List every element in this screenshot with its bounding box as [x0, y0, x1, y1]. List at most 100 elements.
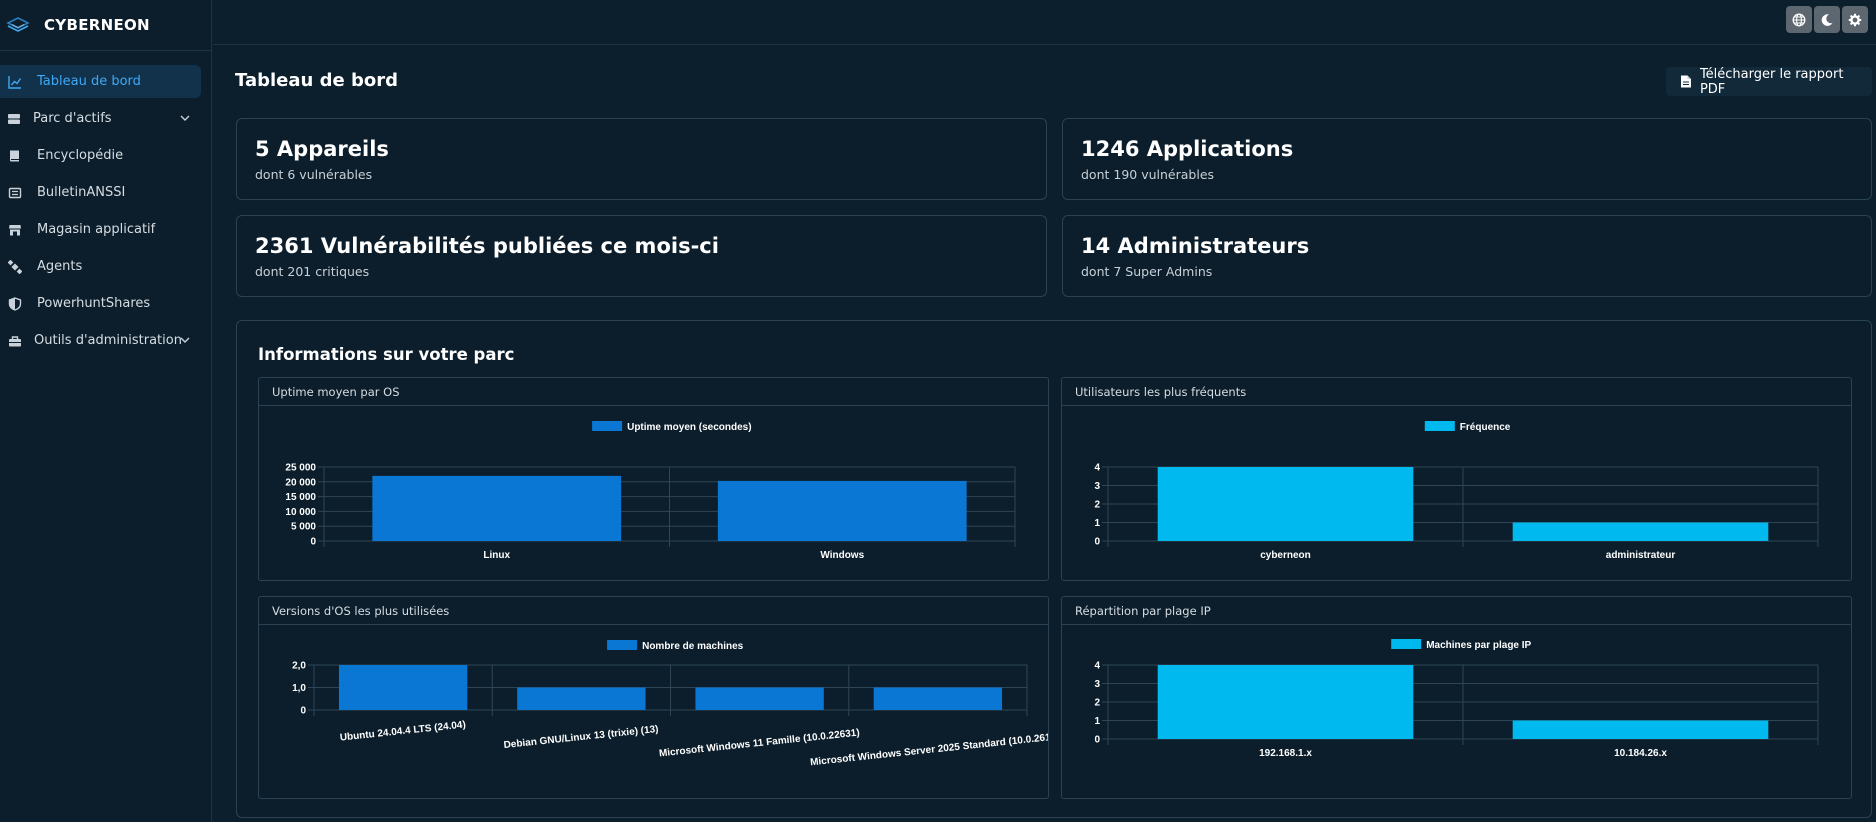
- stat-title: 5 Appareils: [255, 137, 389, 161]
- chart-legend: Uptime moyen (secondes): [592, 421, 752, 433]
- x-tick-label: Ubuntu 24.04.4 LTS (24.04): [339, 719, 466, 743]
- y-tick-label: 4: [1094, 661, 1100, 672]
- y-tick-label: 0: [1094, 735, 1100, 746]
- bar[interactable]: [873, 687, 1003, 711]
- y-tick-label: 20 000: [285, 477, 316, 488]
- stat-subtitle: dont 6 vulnérables: [255, 167, 373, 182]
- bar[interactable]: [517, 687, 646, 711]
- satellite-icon: [8, 259, 22, 274]
- x-tick-label: 10.184.26.x: [1614, 748, 1667, 759]
- frequent-users-chart: Fréquence 0 1 2 3 4 cyberneon administrateur: [1094, 421, 1819, 561]
- sidebar-item-magasin-applicatif[interactable]: Magasin applicatif: [0, 213, 201, 246]
- stat-subtitle: dont 190 vulnérables: [1081, 167, 1215, 182]
- y-tick-label: 0: [310, 537, 316, 548]
- sidebar-item-label: Agents: [37, 259, 83, 274]
- stat-card-vulnerabilities[interactable]: 2361 Vulnérabilités publiées ce mois-ci …: [236, 215, 1047, 297]
- park-info-panel: Informations sur votre parc Uptime moyen…: [236, 320, 1872, 818]
- chart-legend: Machines par plage IP: [1391, 639, 1532, 651]
- language-button[interactable]: [1786, 6, 1812, 33]
- sidebar-item-encyclopedie[interactable]: Encyclopédie: [0, 139, 201, 172]
- y-tick-label: 0: [300, 706, 306, 717]
- stat-card-devices[interactable]: 5 Appareils dont 6 vulnérables: [236, 118, 1047, 200]
- uptime-chart: Uptime moyen (secondes) 0 5 000 10 000 15 00…: [285, 421, 1016, 561]
- y-tick-label: 3: [1094, 679, 1100, 690]
- bar[interactable]: [338, 665, 468, 710]
- y-tick-label: 1,0: [292, 683, 306, 694]
- y-tick-label: 15 000: [285, 492, 316, 503]
- bar[interactable]: [372, 475, 622, 541]
- y-tick-label: 25 000: [285, 463, 316, 474]
- x-tick-label: Linux: [483, 550, 510, 561]
- panel-title: Informations sur votre parc: [258, 345, 515, 364]
- sidebar-item-label: Magasin applicatif: [37, 222, 156, 237]
- chart-card-uptime: Uptime moyen par OS Uptime moyen (second…: [258, 377, 1049, 581]
- stat-card-applications[interactable]: 1246 Applications dont 190 vulnérables: [1062, 118, 1872, 200]
- bar[interactable]: [1512, 522, 1769, 542]
- sidebar-nav: Tableau de bord Parc d'actifs Encyclopéd…: [0, 51, 211, 357]
- sidebar-item-label: PowerhuntShares: [37, 296, 151, 311]
- shield-icon: [8, 296, 22, 311]
- bar[interactable]: [1157, 467, 1414, 541]
- legend-label: Machines par plage IP: [1426, 640, 1531, 651]
- moon-icon: [1821, 13, 1833, 26]
- settings-button[interactable]: [1842, 6, 1868, 33]
- legend-label: Nombre de machines: [642, 641, 744, 652]
- y-tick-label: 4: [1094, 463, 1100, 474]
- store-icon: [8, 223, 22, 237]
- chart-legend: Fréquence: [1424, 421, 1511, 433]
- y-tick-label: 3: [1094, 481, 1100, 492]
- legend-swatch: [1424, 421, 1455, 431]
- chevron-down-icon[interactable]: [179, 334, 191, 346]
- legend-swatch: [1391, 639, 1422, 649]
- chart-card-frequent-users: Utilisateurs les plus fréquents Fréquenc…: [1061, 377, 1852, 581]
- ip-ranges-chart: Machines par plage IP 0 1 2 3 4 192.168.1.x 10.…: [1094, 639, 1819, 759]
- file-pdf-icon: [1680, 75, 1691, 88]
- legend-swatch: [592, 421, 623, 431]
- chart-legend: Nombre de machines: [607, 640, 744, 652]
- chart-title: Versions d'OS les plus utilisées: [259, 597, 1048, 625]
- y-tick-label: 1: [1094, 716, 1100, 727]
- chart-title: Utilisateurs les plus fréquents: [1062, 378, 1851, 406]
- x-tick-label: cyberneon: [1260, 550, 1311, 561]
- cyberneon-logo-icon: [6, 17, 30, 32]
- os-versions-chart: Nombre de machines 0 1,0 2,0 Ubuntu 24.04.4 …: [292, 640, 1048, 768]
- chart-card-os-versions: Versions d'OS les plus utilisées Nombre …: [258, 596, 1049, 799]
- bar[interactable]: [695, 687, 824, 711]
- sidebar-item-outils-d-administration[interactable]: Outils d'administration: [0, 324, 201, 357]
- sidebar-item-label: Parc d'actifs: [33, 111, 112, 126]
- app-name: CYBERNEON: [44, 16, 150, 34]
- bar[interactable]: [717, 480, 967, 541]
- brand[interactable]: CYBERNEON: [0, 0, 211, 51]
- theme-toggle-button[interactable]: [1814, 6, 1840, 33]
- chevron-down-icon[interactable]: [179, 112, 191, 124]
- gear-icon: [1848, 13, 1862, 26]
- download-pdf-label: Télécharger le rapport PDF: [1699, 66, 1844, 97]
- y-tick-label: 1: [1094, 518, 1100, 529]
- sidebar-item-powerhuntshares[interactable]: PowerhuntShares: [0, 287, 201, 320]
- download-pdf-button[interactable]: Télécharger le rapport PDF: [1666, 66, 1872, 97]
- stat-subtitle: dont 7 Super Admins: [1081, 264, 1213, 279]
- chart-line-icon: [8, 75, 22, 89]
- x-tick-label: 192.168.1.x: [1259, 748, 1312, 759]
- x-tick-label: Debian GNU/Linux 13 (trixie) (13): [503, 724, 659, 751]
- sidebar-item-bulletinanssi[interactable]: BulletinANSSI: [0, 176, 201, 209]
- sidebar-item-tableau-de-bord[interactable]: Tableau de bord: [0, 65, 201, 98]
- legend-swatch: [607, 640, 638, 650]
- server-icon: [7, 112, 21, 126]
- y-tick-label: 5 000: [291, 522, 316, 533]
- toolbox-icon: [8, 334, 22, 348]
- globe-icon: [1792, 13, 1806, 26]
- sidebar-item-parc-d-actifs[interactable]: Parc d'actifs: [0, 102, 201, 135]
- y-tick-label: 2: [1094, 500, 1100, 511]
- stat-card-administrators[interactable]: 14 Administrateurs dont 7 Super Admins: [1062, 215, 1872, 297]
- bar[interactable]: [1157, 665, 1414, 739]
- stat-title: 2361 Vulnérabilités publiées ce mois-ci: [255, 234, 719, 258]
- x-tick-label: Windows: [820, 550, 864, 561]
- stat-title: 1246 Applications: [1081, 137, 1294, 161]
- legend-label: Uptime moyen (secondes): [627, 422, 751, 433]
- sidebar-item-label: BulletinANSSI: [37, 185, 126, 200]
- bar[interactable]: [1512, 720, 1769, 740]
- x-tick-label: administrateur: [1606, 550, 1676, 561]
- y-tick-label: 2,0: [292, 661, 306, 672]
- sidebar-item-agents[interactable]: Agents: [0, 250, 201, 283]
